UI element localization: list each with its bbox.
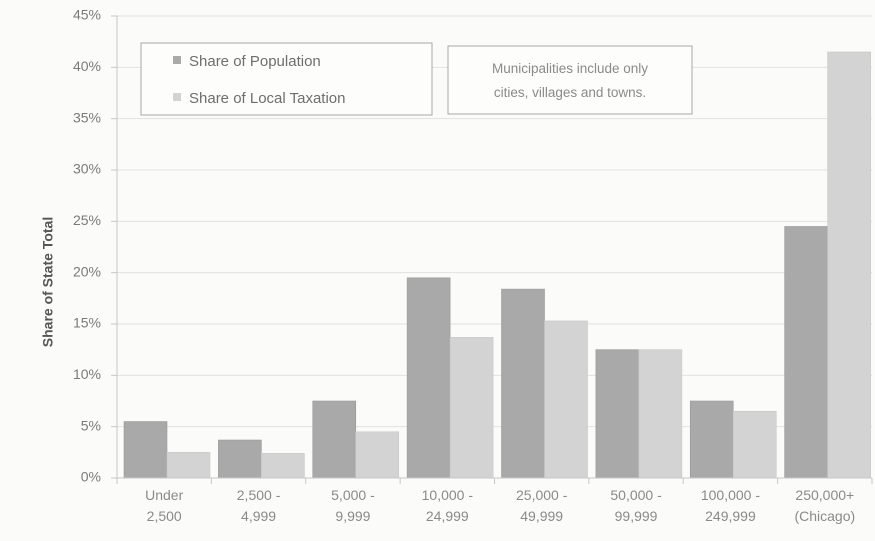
x-category-label: 2,500 -	[237, 487, 281, 503]
y-tick-label: 10%	[73, 366, 101, 382]
annotation-line-2: cities, villages and towns.	[494, 85, 646, 100]
y-tick-label: 20%	[73, 263, 101, 279]
x-category-label: 250,000+	[795, 487, 854, 503]
x-category-label: 25,000 -	[516, 487, 568, 503]
x-category-label: 24,999	[426, 508, 469, 524]
x-category-label: 10,000 -	[422, 487, 474, 503]
y-tick-label: 35%	[73, 109, 101, 125]
y-tick-label: 40%	[73, 58, 101, 74]
bar-population	[501, 288, 545, 479]
bar-population	[312, 400, 357, 479]
y-tick-label: 0%	[81, 469, 101, 485]
legend: Share of Population Share of Local Taxat…	[140, 42, 433, 116]
bar-population	[406, 277, 451, 479]
legend-swatch-population	[173, 56, 181, 64]
y-tick-label: 25%	[73, 212, 101, 228]
bar-population	[689, 400, 734, 479]
bar-taxation	[166, 452, 211, 479]
legend-swatch-taxation	[173, 93, 181, 101]
y-tick-label: 15%	[73, 315, 101, 331]
bar-taxation	[827, 51, 871, 479]
legend-label-population: Share of Population	[189, 53, 321, 70]
x-category-label: 249,999	[705, 508, 756, 524]
bar-taxation	[261, 453, 305, 479]
x-category-label: 2,500	[147, 508, 182, 524]
bar-population	[218, 439, 262, 479]
y-axis-ticks: 0% 5% 10% 15% 20% 25% 30% 35% 40% 45%	[73, 7, 117, 485]
x-axis-labels: Under 2,500 2,500 - 4,999 5,000 - 9,999 10,000…	[116, 478, 873, 524]
x-category-label: 49,999	[520, 508, 563, 524]
x-category-label: 4,999	[241, 508, 276, 524]
bar-taxation	[732, 410, 777, 479]
x-category-label: 99,999	[615, 508, 658, 524]
x-category-label: 5,000 -	[331, 487, 375, 503]
y-axis-title: Share of State Total	[40, 217, 56, 347]
y-tick-label: 45%	[73, 7, 101, 23]
x-category-label: 9,999	[335, 508, 370, 524]
bar-taxation	[449, 337, 494, 479]
x-category-label: 100,000 -	[701, 487, 760, 503]
legend-label-taxation: Share of Local Taxation	[189, 90, 346, 107]
y-tick-label: 5%	[81, 417, 101, 433]
bar-taxation	[355, 431, 400, 479]
annotation-note: Municipalities include only cities, vill…	[447, 45, 693, 115]
bar-population	[595, 349, 640, 479]
bar-taxation	[544, 320, 588, 479]
x-category-label: (Chicago)	[794, 508, 855, 524]
bar-population	[784, 226, 828, 479]
y-tick-label: 30%	[73, 161, 101, 177]
bar-taxation	[638, 349, 683, 479]
annotation-line-1: Municipalities include only	[492, 61, 648, 76]
bar-population	[123, 421, 168, 479]
legend-box	[140, 42, 433, 116]
bars	[123, 51, 871, 479]
x-category-label: 50,000 -	[610, 487, 662, 503]
annotation-box	[447, 45, 693, 115]
x-category-label: Under	[145, 487, 183, 503]
